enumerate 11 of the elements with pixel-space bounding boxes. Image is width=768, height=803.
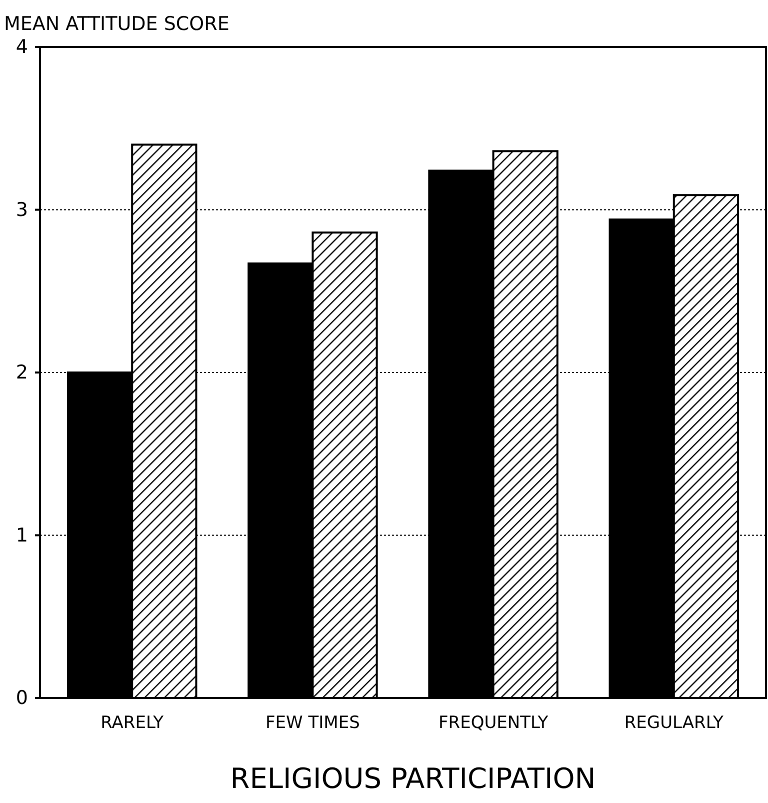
y-tick-label: 3 bbox=[16, 198, 28, 221]
x-tick-label: FEW TIMES bbox=[266, 713, 360, 734]
y-tick-label: 1 bbox=[16, 524, 28, 546]
y-tick-label: 4 bbox=[16, 36, 28, 58]
y-axis-title: MEAN ATTITUDE SCORE bbox=[4, 13, 230, 35]
y-tick-label: 0 bbox=[16, 687, 28, 710]
x-tick-label: RARELY bbox=[100, 713, 164, 734]
x-axis-title: RELIGIOUS PARTICIPATION bbox=[230, 762, 596, 795]
y-tick-label: 2 bbox=[16, 362, 28, 384]
x-tick-label: REGULARLY bbox=[624, 713, 724, 734]
x-tick-label: FREQUENTLY bbox=[438, 713, 549, 734]
